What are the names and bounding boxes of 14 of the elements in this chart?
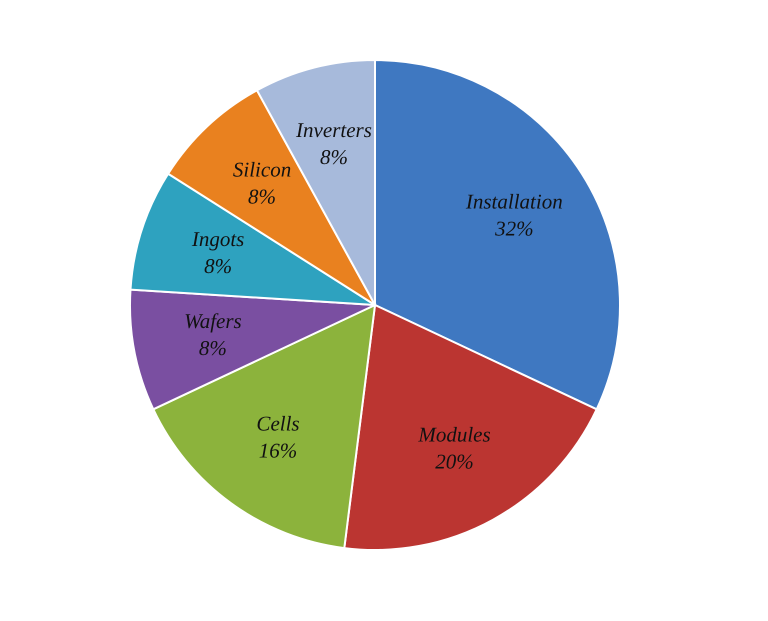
data-label: 32% [494,216,534,241]
slice-label: Modules [417,422,491,447]
data-label: 8% [320,145,348,170]
slice-label: Installation [464,190,563,214]
slice-label: Cells [256,411,300,436]
data-label: 8% [198,336,227,360]
slice-label: Inverters [295,118,372,142]
data-label: 16% [258,438,298,462]
data-label: 8% [248,184,276,209]
slice-label: Silicon [232,158,292,182]
data-label: 20% [435,450,474,474]
data-label: 8% [204,254,232,278]
slice-label: Wafers [184,308,242,333]
slice-label: Ingots [190,227,244,252]
